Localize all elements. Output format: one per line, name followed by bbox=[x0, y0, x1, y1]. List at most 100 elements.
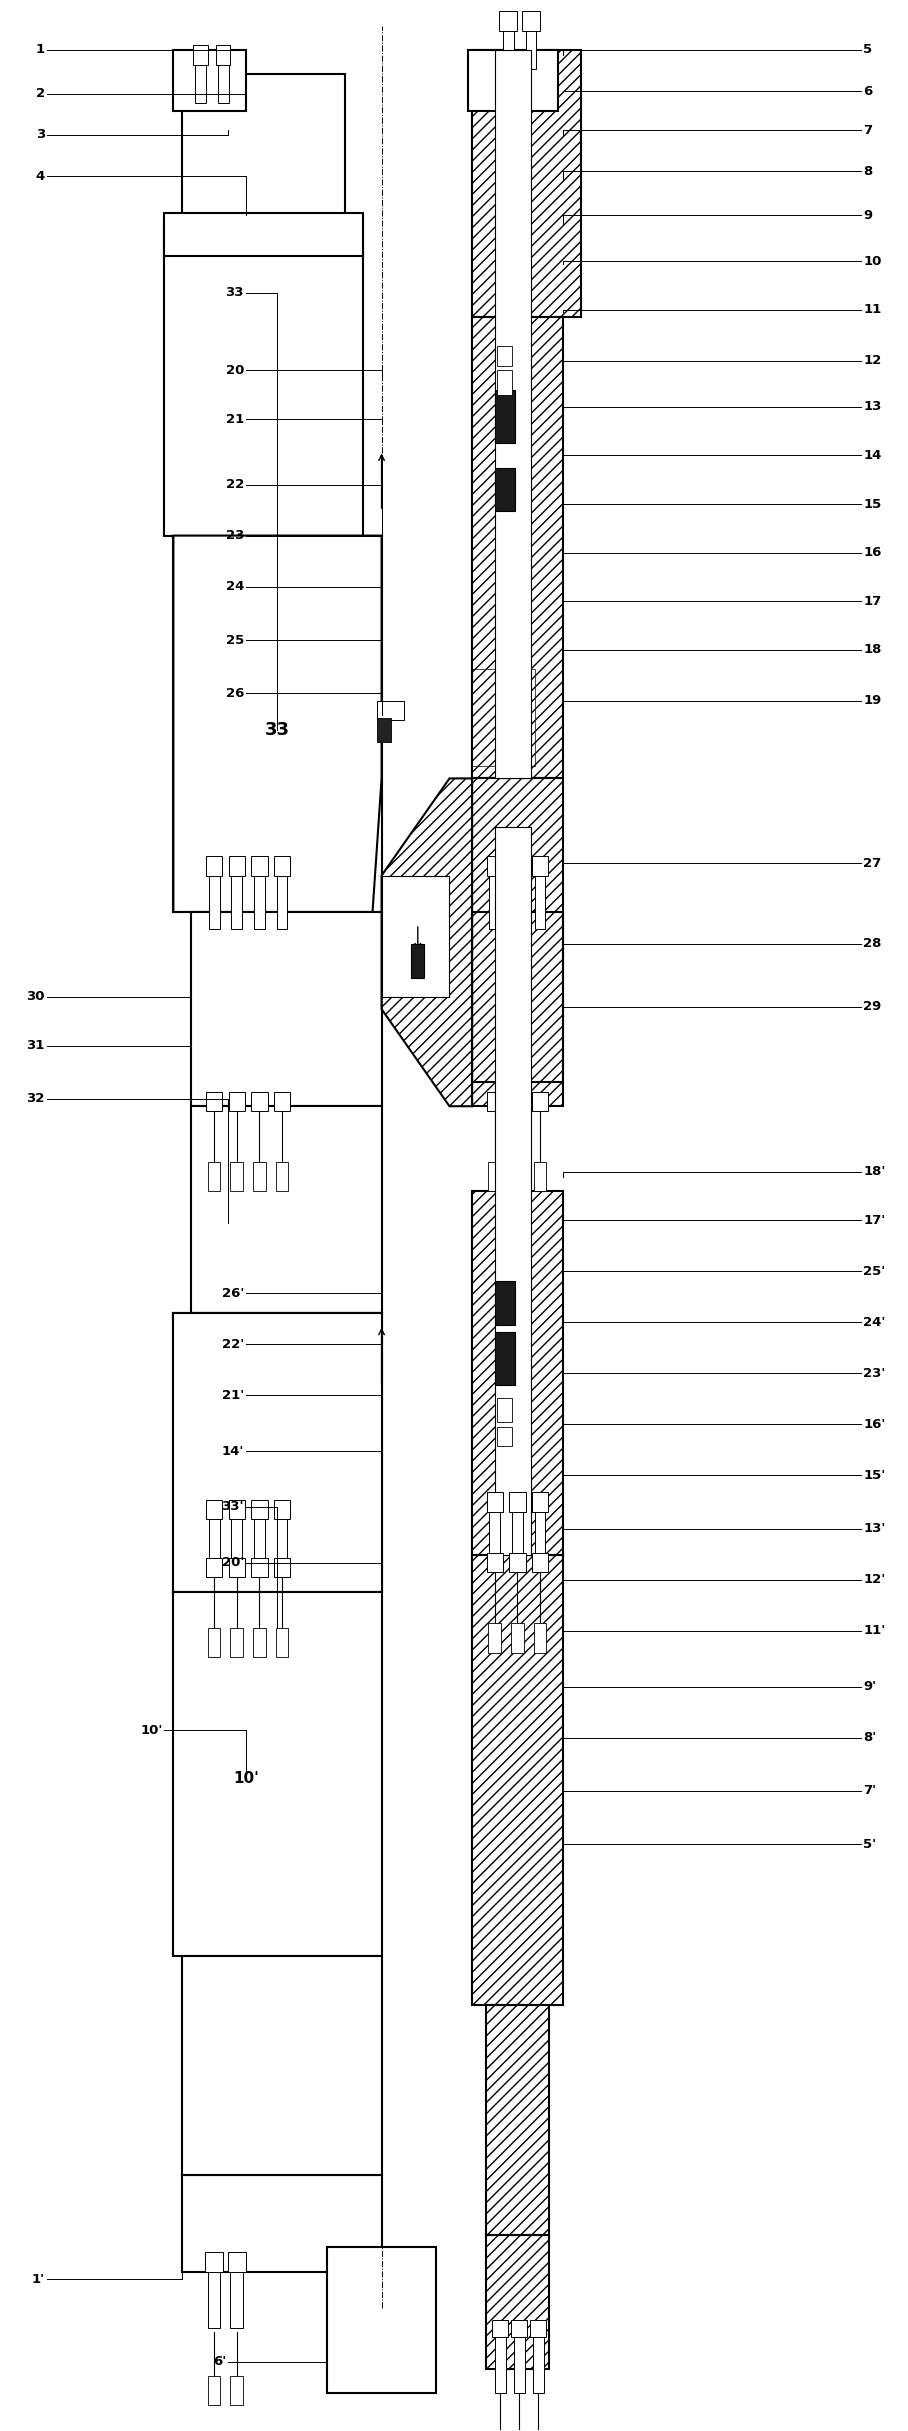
Polygon shape bbox=[381, 778, 472, 1106]
Bar bbox=[472, 1191, 563, 1556]
Text: 33: 33 bbox=[225, 287, 244, 299]
Bar bbox=[327, 2249, 436, 2392]
Text: 18: 18 bbox=[864, 644, 882, 656]
Text: 30: 30 bbox=[26, 989, 44, 1004]
Bar bbox=[486, 2006, 549, 2237]
Bar bbox=[486, 2237, 549, 2368]
Bar bbox=[533, 2331, 544, 2392]
Bar bbox=[530, 2319, 547, 2336]
Text: 22': 22' bbox=[222, 1337, 244, 1352]
Text: 4: 4 bbox=[35, 170, 44, 182]
Bar bbox=[486, 2237, 549, 2368]
Bar bbox=[216, 46, 231, 66]
Text: 9: 9 bbox=[864, 209, 873, 221]
Bar bbox=[489, 1507, 500, 1568]
Bar bbox=[532, 1493, 548, 1512]
Bar bbox=[472, 778, 563, 1082]
Bar bbox=[377, 700, 404, 720]
Text: 9': 9' bbox=[864, 1680, 876, 1692]
Text: 15': 15' bbox=[864, 1468, 885, 1483]
Bar bbox=[489, 1162, 501, 1191]
Bar bbox=[511, 2319, 528, 2336]
Polygon shape bbox=[173, 535, 381, 912]
Bar bbox=[535, 1507, 546, 1568]
Bar bbox=[274, 1500, 291, 1519]
Text: 28: 28 bbox=[864, 936, 882, 951]
Bar bbox=[192, 1106, 381, 1313]
Bar bbox=[522, 12, 540, 32]
Bar bbox=[183, 75, 345, 219]
Bar bbox=[487, 1092, 503, 1111]
Bar bbox=[495, 1332, 515, 1386]
Bar bbox=[252, 1092, 268, 1111]
Bar bbox=[229, 856, 245, 875]
Text: 32: 32 bbox=[26, 1092, 44, 1106]
Text: 29: 29 bbox=[864, 999, 882, 1014]
Bar bbox=[231, 1629, 243, 1658]
Text: 33: 33 bbox=[265, 722, 290, 739]
Bar bbox=[173, 1313, 381, 1592]
Polygon shape bbox=[381, 875, 449, 997]
Text: 5: 5 bbox=[864, 44, 873, 56]
Bar bbox=[472, 316, 563, 778]
Text: 26': 26' bbox=[222, 1286, 244, 1301]
Bar bbox=[205, 2254, 223, 2273]
Text: 26: 26 bbox=[225, 688, 244, 700]
Bar bbox=[489, 868, 500, 929]
Text: 10: 10 bbox=[864, 255, 882, 267]
Bar bbox=[228, 2254, 246, 2273]
Text: 25': 25' bbox=[864, 1264, 885, 1279]
Text: 12: 12 bbox=[864, 355, 882, 367]
Bar bbox=[489, 1624, 501, 1653]
Bar bbox=[509, 1092, 526, 1111]
Bar bbox=[495, 2331, 506, 2392]
Bar bbox=[512, 868, 523, 929]
Text: 23: 23 bbox=[225, 530, 244, 542]
Bar bbox=[472, 1556, 563, 2006]
Text: 21: 21 bbox=[226, 413, 244, 425]
Bar bbox=[495, 467, 515, 511]
Bar bbox=[498, 1398, 512, 1422]
Bar bbox=[535, 868, 546, 929]
Bar bbox=[487, 1553, 503, 1573]
Polygon shape bbox=[173, 1313, 381, 1592]
Text: 17: 17 bbox=[864, 596, 882, 608]
Bar bbox=[498, 345, 512, 365]
Bar bbox=[532, 1553, 548, 1573]
Text: 13': 13' bbox=[864, 1522, 885, 1536]
Bar bbox=[514, 2331, 525, 2392]
Text: 16: 16 bbox=[864, 547, 882, 559]
Bar bbox=[192, 912, 381, 1106]
Text: 11: 11 bbox=[864, 304, 882, 316]
Bar bbox=[232, 1512, 242, 1573]
Bar bbox=[495, 389, 515, 442]
Bar bbox=[495, 827, 531, 1556]
Bar bbox=[229, 1092, 245, 1111]
Bar bbox=[509, 1553, 526, 1573]
Text: 14': 14' bbox=[222, 1444, 244, 1459]
Bar bbox=[276, 1629, 289, 1658]
Bar bbox=[206, 1558, 222, 1578]
Bar bbox=[495, 51, 531, 778]
Bar bbox=[208, 2268, 221, 2326]
Bar bbox=[231, 1162, 243, 1191]
Bar bbox=[472, 51, 581, 316]
Bar bbox=[472, 1556, 563, 2006]
Text: 3: 3 bbox=[35, 129, 44, 141]
Bar bbox=[164, 219, 363, 535]
Text: 22: 22 bbox=[226, 479, 244, 491]
Bar bbox=[277, 868, 288, 929]
Text: 2: 2 bbox=[35, 88, 44, 100]
Text: 20': 20' bbox=[222, 1556, 244, 1570]
Text: 12': 12' bbox=[864, 1573, 885, 1587]
Bar bbox=[486, 2006, 549, 2237]
Bar bbox=[209, 868, 220, 929]
Text: 33': 33' bbox=[222, 1500, 244, 1515]
Text: 31: 31 bbox=[26, 1038, 44, 1053]
Text: 5': 5' bbox=[864, 1838, 876, 1850]
Text: 20: 20 bbox=[225, 365, 244, 377]
Bar bbox=[472, 1191, 563, 1556]
Bar bbox=[498, 1427, 512, 1446]
Bar bbox=[206, 856, 222, 875]
Text: 21': 21' bbox=[222, 1388, 244, 1403]
